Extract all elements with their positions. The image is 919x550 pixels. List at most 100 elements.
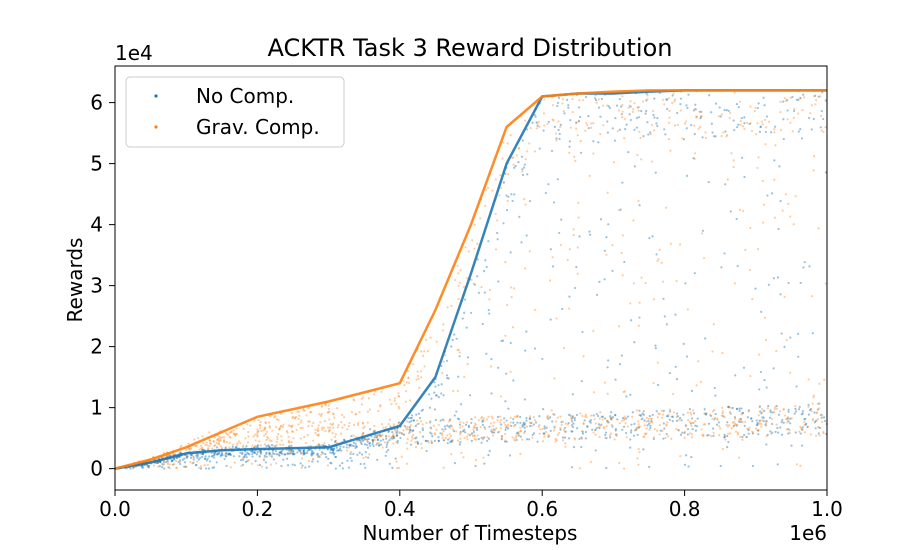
data-point xyxy=(486,186,490,190)
data-point xyxy=(384,454,387,457)
data-point xyxy=(762,203,766,206)
data-point xyxy=(662,422,665,425)
data-point xyxy=(509,421,513,424)
data-point xyxy=(582,422,585,426)
data-point xyxy=(268,452,271,456)
data-point xyxy=(738,100,742,103)
data-point xyxy=(728,117,731,120)
data-point xyxy=(512,287,516,290)
data-point xyxy=(550,149,554,152)
data-point xyxy=(448,432,451,436)
data-point xyxy=(642,435,645,438)
data-point xyxy=(502,181,505,184)
data-point xyxy=(787,428,790,431)
data-point xyxy=(712,135,716,138)
data-point xyxy=(427,393,431,396)
data-point xyxy=(192,458,195,461)
data-point xyxy=(318,413,321,416)
data-point xyxy=(452,430,456,433)
data-point xyxy=(228,452,231,455)
data-point xyxy=(384,426,387,429)
data-point xyxy=(352,441,355,444)
data-point xyxy=(390,437,393,440)
data-point xyxy=(551,118,554,121)
y-tick-label: 4 xyxy=(90,213,103,237)
data-point xyxy=(192,461,195,464)
x-tick-label: 0.4 xyxy=(384,497,416,521)
data-point xyxy=(819,114,823,118)
data-point xyxy=(396,430,399,433)
data-point xyxy=(442,439,445,442)
data-point xyxy=(800,444,804,447)
data-point xyxy=(570,415,574,419)
data-point xyxy=(256,435,259,438)
data-point xyxy=(646,121,649,124)
data-point xyxy=(614,378,617,381)
data-point xyxy=(518,215,521,218)
data-point xyxy=(486,439,489,442)
data-point xyxy=(330,447,333,451)
data-point xyxy=(221,454,224,457)
data-point xyxy=(789,417,792,420)
data-point xyxy=(362,426,365,430)
data-point xyxy=(616,418,619,421)
data-point xyxy=(132,466,135,469)
data-point xyxy=(782,118,785,121)
data-point xyxy=(329,461,332,464)
data-point xyxy=(347,425,350,428)
data-point xyxy=(758,130,762,133)
data-point xyxy=(730,152,733,155)
data-point xyxy=(530,424,533,428)
data-point xyxy=(726,446,729,449)
data-point xyxy=(381,423,384,426)
data-point xyxy=(429,336,432,339)
data-point xyxy=(614,413,617,417)
data-point xyxy=(202,452,205,455)
data-point xyxy=(219,455,222,458)
data-point xyxy=(726,133,729,137)
data-point xyxy=(793,107,796,110)
data-point xyxy=(562,428,566,432)
data-point xyxy=(299,450,302,453)
data-point xyxy=(240,464,243,468)
data-point xyxy=(509,133,512,137)
data-point xyxy=(349,451,353,454)
data-point xyxy=(784,193,787,196)
data-point xyxy=(481,423,485,427)
data-point xyxy=(485,352,488,355)
data-point xyxy=(823,419,827,423)
data-point xyxy=(410,414,414,417)
data-point xyxy=(799,425,802,428)
data-point xyxy=(327,430,330,433)
data-point xyxy=(300,419,303,422)
data-point xyxy=(800,413,803,416)
data-point xyxy=(759,125,762,128)
data-point xyxy=(721,351,724,355)
data-point xyxy=(280,424,283,428)
data-point xyxy=(812,169,815,172)
data-point xyxy=(216,452,219,455)
data-point xyxy=(669,242,672,245)
data-point xyxy=(493,431,496,434)
data-point xyxy=(142,466,145,469)
data-point xyxy=(291,416,294,420)
data-point xyxy=(798,405,801,409)
data-point xyxy=(806,425,809,428)
data-point xyxy=(589,460,593,464)
data-point xyxy=(640,158,643,161)
data-point xyxy=(244,450,247,453)
data-point xyxy=(219,453,223,457)
data-point xyxy=(328,418,331,421)
data-point xyxy=(621,181,624,184)
data-point xyxy=(668,372,672,375)
data-point xyxy=(664,133,667,136)
data-point xyxy=(802,96,806,99)
data-point xyxy=(437,423,440,426)
data-point xyxy=(287,439,291,443)
data-point xyxy=(677,429,680,432)
data-point xyxy=(487,437,491,440)
data-point xyxy=(730,426,733,430)
data-point xyxy=(787,408,790,411)
data-point xyxy=(223,440,226,444)
